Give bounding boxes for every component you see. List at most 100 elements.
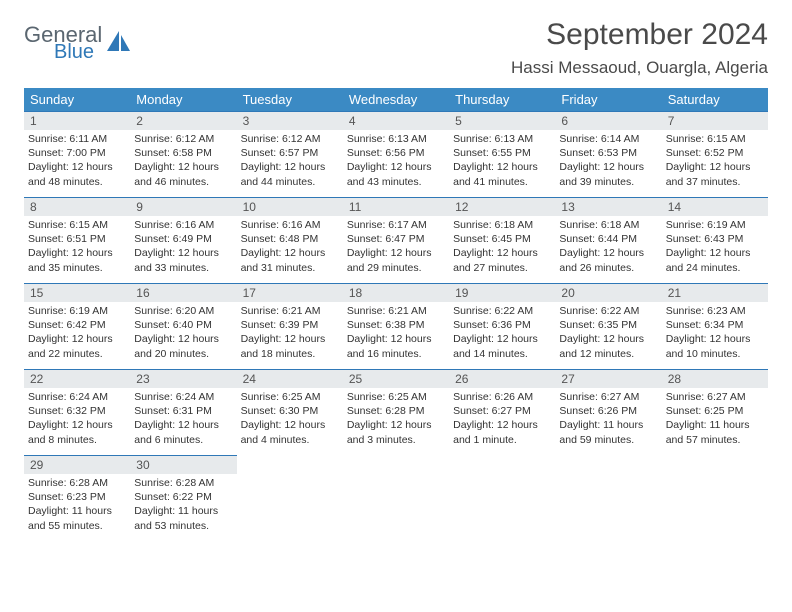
daylight-line2: and 20 minutes. — [134, 347, 232, 361]
day-number: 26 — [449, 369, 555, 388]
daylight-line2: and 37 minutes. — [666, 175, 764, 189]
calendar-body: 1Sunrise: 6:11 AMSunset: 7:00 PMDaylight… — [24, 111, 768, 541]
daylight-line2: and 48 minutes. — [28, 175, 126, 189]
sunset-text: Sunset: 6:39 PM — [241, 318, 339, 332]
calendar-day-cell: 14Sunrise: 6:19 AMSunset: 6:43 PMDayligh… — [662, 197, 768, 283]
day-number: 16 — [130, 283, 236, 302]
daylight-line1: Daylight: 12 hours — [347, 160, 445, 174]
daylight-line2: and 39 minutes. — [559, 175, 657, 189]
calendar-empty-cell: .. — [662, 455, 768, 541]
daylight-line2: and 4 minutes. — [241, 433, 339, 447]
daylight-line1: Daylight: 12 hours — [559, 332, 657, 346]
daylight-line1: Daylight: 12 hours — [453, 160, 551, 174]
day-details: Sunrise: 6:21 AMSunset: 6:39 PMDaylight:… — [237, 302, 343, 365]
sunrise-text: Sunrise: 6:26 AM — [453, 390, 551, 404]
calendar-empty-cell: .. — [237, 455, 343, 541]
day-number: 29 — [24, 455, 130, 474]
daylight-line2: and 26 minutes. — [559, 261, 657, 275]
sunrise-text: Sunrise: 6:12 AM — [134, 132, 232, 146]
day-details: Sunrise: 6:13 AMSunset: 6:56 PMDaylight:… — [343, 130, 449, 193]
day-number: 2 — [130, 111, 236, 130]
day-details: Sunrise: 6:17 AMSunset: 6:47 PMDaylight:… — [343, 216, 449, 279]
day-details: Sunrise: 6:16 AMSunset: 6:48 PMDaylight:… — [237, 216, 343, 279]
daylight-line1: Daylight: 12 hours — [666, 246, 764, 260]
day-number: 3 — [237, 111, 343, 130]
calendar-day-cell: 17Sunrise: 6:21 AMSunset: 6:39 PMDayligh… — [237, 283, 343, 369]
day-details: Sunrise: 6:16 AMSunset: 6:49 PMDaylight:… — [130, 216, 236, 279]
sunset-text: Sunset: 6:45 PM — [453, 232, 551, 246]
day-number: 22 — [24, 369, 130, 388]
daylight-line1: Daylight: 12 hours — [241, 160, 339, 174]
calendar-day-cell: 28Sunrise: 6:27 AMSunset: 6:25 PMDayligh… — [662, 369, 768, 455]
sunset-text: Sunset: 6:38 PM — [347, 318, 445, 332]
day-details: Sunrise: 6:25 AMSunset: 6:28 PMDaylight:… — [343, 388, 449, 451]
day-details: Sunrise: 6:23 AMSunset: 6:34 PMDaylight:… — [662, 302, 768, 365]
daylight-line1: Daylight: 12 hours — [241, 332, 339, 346]
calendar-table: SundayMondayTuesdayWednesdayThursdayFrid… — [24, 88, 768, 541]
daylight-line1: Daylight: 12 hours — [134, 418, 232, 432]
sunset-text: Sunset: 6:43 PM — [666, 232, 764, 246]
day-details: Sunrise: 6:26 AMSunset: 6:27 PMDaylight:… — [449, 388, 555, 451]
day-details: Sunrise: 6:13 AMSunset: 6:55 PMDaylight:… — [449, 130, 555, 193]
sunrise-text: Sunrise: 6:20 AM — [134, 304, 232, 318]
day-details: Sunrise: 6:19 AMSunset: 6:42 PMDaylight:… — [24, 302, 130, 365]
sunrise-text: Sunrise: 6:13 AM — [453, 132, 551, 146]
calendar-row: 22Sunrise: 6:24 AMSunset: 6:32 PMDayligh… — [24, 369, 768, 455]
daylight-line2: and 10 minutes. — [666, 347, 764, 361]
daylight-line1: Daylight: 12 hours — [453, 246, 551, 260]
calendar-day-cell: 22Sunrise: 6:24 AMSunset: 6:32 PMDayligh… — [24, 369, 130, 455]
day-details: Sunrise: 6:25 AMSunset: 6:30 PMDaylight:… — [237, 388, 343, 451]
calendar-day-cell: 7Sunrise: 6:15 AMSunset: 6:52 PMDaylight… — [662, 111, 768, 197]
sunset-text: Sunset: 6:32 PM — [28, 404, 126, 418]
sunset-text: Sunset: 6:36 PM — [453, 318, 551, 332]
sunset-text: Sunset: 6:22 PM — [134, 490, 232, 504]
sunset-text: Sunset: 6:47 PM — [347, 232, 445, 246]
calendar-day-cell: 11Sunrise: 6:17 AMSunset: 6:47 PMDayligh… — [343, 197, 449, 283]
daylight-line2: and 41 minutes. — [453, 175, 551, 189]
daylight-line2: and 8 minutes. — [28, 433, 126, 447]
sunset-text: Sunset: 6:40 PM — [134, 318, 232, 332]
day-number: 25 — [343, 369, 449, 388]
daylight-line2: and 1 minute. — [453, 433, 551, 447]
day-details: Sunrise: 6:18 AMSunset: 6:44 PMDaylight:… — [555, 216, 661, 279]
sunset-text: Sunset: 6:48 PM — [241, 232, 339, 246]
day-number: 10 — [237, 197, 343, 216]
day-number: 15 — [24, 283, 130, 302]
daylight-line1: Daylight: 12 hours — [559, 246, 657, 260]
day-number: 4 — [343, 111, 449, 130]
calendar-row: 1Sunrise: 6:11 AMSunset: 7:00 PMDaylight… — [24, 111, 768, 197]
calendar-day-cell: 15Sunrise: 6:19 AMSunset: 6:42 PMDayligh… — [24, 283, 130, 369]
calendar-day-cell: 27Sunrise: 6:27 AMSunset: 6:26 PMDayligh… — [555, 369, 661, 455]
weekday-header: Wednesday — [343, 88, 449, 111]
sunrise-text: Sunrise: 6:14 AM — [559, 132, 657, 146]
sunset-text: Sunset: 6:23 PM — [28, 490, 126, 504]
calendar-day-cell: 5Sunrise: 6:13 AMSunset: 6:55 PMDaylight… — [449, 111, 555, 197]
sunset-text: Sunset: 6:56 PM — [347, 146, 445, 160]
calendar-day-cell: 30Sunrise: 6:28 AMSunset: 6:22 PMDayligh… — [130, 455, 236, 541]
daylight-line1: Daylight: 12 hours — [347, 246, 445, 260]
daylight-line2: and 14 minutes. — [453, 347, 551, 361]
sunset-text: Sunset: 6:51 PM — [28, 232, 126, 246]
day-number: 14 — [662, 197, 768, 216]
weekday-header: Monday — [130, 88, 236, 111]
day-details: Sunrise: 6:21 AMSunset: 6:38 PMDaylight:… — [343, 302, 449, 365]
calendar-day-cell: 18Sunrise: 6:21 AMSunset: 6:38 PMDayligh… — [343, 283, 449, 369]
day-details: Sunrise: 6:12 AMSunset: 6:58 PMDaylight:… — [130, 130, 236, 193]
daylight-line1: Daylight: 11 hours — [28, 504, 126, 518]
daylight-line2: and 57 minutes. — [666, 433, 764, 447]
sunset-text: Sunset: 6:27 PM — [453, 404, 551, 418]
day-details: Sunrise: 6:12 AMSunset: 6:57 PMDaylight:… — [237, 130, 343, 193]
logo-text: General Blue — [24, 24, 102, 62]
day-number: 6 — [555, 111, 661, 130]
sunrise-text: Sunrise: 6:19 AM — [28, 304, 126, 318]
daylight-line2: and 46 minutes. — [134, 175, 232, 189]
daylight-line1: Daylight: 12 hours — [453, 418, 551, 432]
calendar-day-cell: 19Sunrise: 6:22 AMSunset: 6:36 PMDayligh… — [449, 283, 555, 369]
daylight-line2: and 53 minutes. — [134, 519, 232, 533]
day-details: Sunrise: 6:15 AMSunset: 6:51 PMDaylight:… — [24, 216, 130, 279]
daylight-line2: and 43 minutes. — [347, 175, 445, 189]
daylight-line1: Daylight: 12 hours — [666, 160, 764, 174]
daylight-line2: and 6 minutes. — [134, 433, 232, 447]
day-details: Sunrise: 6:19 AMSunset: 6:43 PMDaylight:… — [662, 216, 768, 279]
daylight-line2: and 16 minutes. — [347, 347, 445, 361]
